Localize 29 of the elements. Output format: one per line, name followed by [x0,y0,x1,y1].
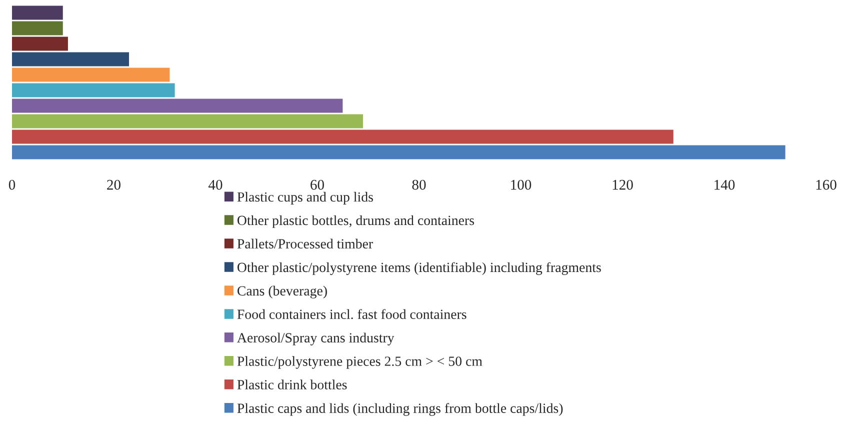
legend-label: Plastic caps and lids (including rings from bottle caps/lids) [237,403,563,416]
bar [12,130,674,144]
x-tick-label: 120 [612,180,633,190]
x-tick-label: 20 [107,180,120,190]
bar [12,145,786,160]
bar [12,83,175,98]
legend-label: Other plastic/polystyrene items (identifiable) including fragments [238,262,601,275]
legend-label: Plastic drink bottles [237,380,347,390]
legend-label: Pallets/Processed timber [237,238,373,249]
legend-label: Cans (beverage) [238,286,327,298]
bar [12,36,68,51]
legend-label: Other plastic bottles, drums and containers [238,215,474,228]
bar [12,114,364,128]
x-tick-label: 40 [208,180,222,190]
x-tick-label: 100 [511,180,532,190]
x-tick-label: 80 [412,180,426,190]
bar [12,21,63,36]
legend-label: Aerosol/Spray cans industry [237,332,394,346]
legend-label: Food containers incl. fast food containers [237,309,466,320]
bar [12,98,343,113]
bar [12,6,63,20]
legend-label: Plastic/polystyrene pieces 2.5 cm > < 50 cm [237,356,482,369]
bar [12,52,130,66]
legend-label: Plastic cups and cup lids [237,192,373,204]
x-tick-label: 60 [310,180,324,190]
x-tick-label: 0 [8,180,16,190]
bar [12,68,170,82]
x-tick-label: 160 [816,180,836,190]
x-tick-label: 140 [714,180,735,190]
